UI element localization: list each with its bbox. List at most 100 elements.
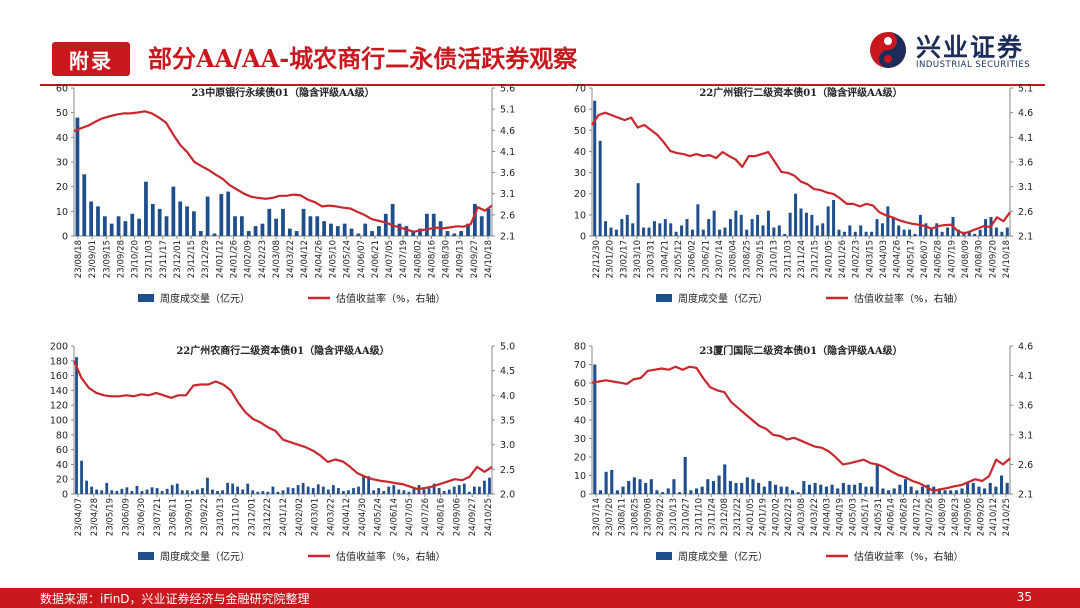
volume-bar xyxy=(804,212,808,236)
volume-bar xyxy=(898,484,902,494)
x-tick-label: 24/07/26 xyxy=(925,498,935,536)
x-tick-label: 23/12/29 xyxy=(201,240,211,278)
x-tick-label: 23/08/04 xyxy=(729,240,739,278)
right-tick-label: 4.6 xyxy=(1018,108,1033,119)
x-tick-label: 23/12/15 xyxy=(811,240,821,278)
x-tick-label: 23/12/08 xyxy=(720,498,730,536)
x-tick-label: 22/12/30 xyxy=(592,240,602,278)
volume-bar xyxy=(734,482,738,494)
volume-bar xyxy=(678,492,682,494)
volume-bar xyxy=(296,485,300,494)
x-tick-label: 24/10/25 xyxy=(484,498,494,536)
x-tick-label: 23/08/25 xyxy=(630,498,640,536)
data-source-note: 数据来源：iFinD，兴业证券经济与金融研究院整理 xyxy=(40,592,310,606)
volume-bar xyxy=(286,487,290,494)
volume-bar xyxy=(826,206,830,236)
left-tick-label: 30 xyxy=(574,168,586,179)
volume-bar xyxy=(221,490,224,494)
volume-bar xyxy=(819,484,823,494)
volume-bar xyxy=(994,486,998,494)
volume-bar xyxy=(661,492,665,494)
volume-bar xyxy=(256,491,260,494)
footer-bar: 数据来源：iFinD，兴业证券经济与金融研究院整理 35 xyxy=(0,588,1080,608)
volume-bar xyxy=(472,486,476,494)
volume-bar xyxy=(170,485,174,494)
legend-bar-swatch xyxy=(656,552,672,560)
x-tick-label: 23/09/01 xyxy=(184,498,194,536)
x-tick-label: 23/09/22 xyxy=(656,498,666,536)
volume-bar xyxy=(387,486,391,494)
x-tick-label: 24/02/23 xyxy=(784,498,794,536)
volume-bar xyxy=(796,492,800,494)
volume-bar xyxy=(864,486,868,494)
x-tick-label: 24/08/16 xyxy=(427,240,437,278)
left-tick-label: 10 xyxy=(56,207,68,218)
x-tick-label: 23/06/09 xyxy=(121,498,131,536)
volume-bar xyxy=(337,488,340,494)
volume-bar xyxy=(685,219,689,236)
right-tick-label: 5.1 xyxy=(1018,84,1033,95)
volume-bar xyxy=(80,460,83,494)
volume-bar xyxy=(478,486,481,494)
x-tick-label: 23/07/21 xyxy=(153,498,163,536)
volume-bar xyxy=(983,488,987,494)
volume-bar xyxy=(241,489,245,494)
volume-bar xyxy=(157,208,162,236)
volume-bar xyxy=(999,475,1004,494)
volume-bar xyxy=(462,483,466,494)
legend-bar-label: 周度成交量（亿元） xyxy=(160,550,250,563)
volume-bar xyxy=(881,488,885,494)
left-tick-label: 50 xyxy=(574,397,586,408)
x-tick-label: 24/07/12 xyxy=(912,498,922,536)
volume-bar xyxy=(897,225,901,236)
volume-bar xyxy=(669,223,673,236)
volume-bar xyxy=(123,221,128,236)
volume-bar xyxy=(211,489,214,494)
volume-bar xyxy=(357,486,360,494)
x-tick-label: 23/01/20 xyxy=(606,240,616,278)
x-tick-label: 23/12/01 xyxy=(247,498,257,536)
volume-bar xyxy=(768,481,772,494)
volume-bar xyxy=(813,482,817,494)
volume-bar xyxy=(442,491,446,494)
volume-bar xyxy=(390,203,395,236)
volume-bar xyxy=(437,488,441,494)
x-tick-label: 23/12/22 xyxy=(263,498,273,536)
x-tick-label: 24/01/26 xyxy=(838,240,848,278)
right-tick-label: 4.6 xyxy=(1018,342,1033,353)
right-tick-label: 2.6 xyxy=(500,210,515,221)
volume-bar xyxy=(363,223,368,236)
left-tick-label: 80 xyxy=(574,342,586,353)
left-tick-label: 180 xyxy=(50,356,68,367)
volume-bar xyxy=(185,490,189,494)
volume-bar xyxy=(680,225,684,236)
volume-bar xyxy=(372,490,376,494)
volume-bar xyxy=(301,482,305,494)
volume-bar xyxy=(718,229,722,236)
volume-bar xyxy=(638,479,642,494)
volume-bar xyxy=(75,357,78,494)
x-tick-label: 23/07/14 xyxy=(715,240,725,278)
volume-bar xyxy=(407,491,411,494)
x-tick-label: 23/10/20 xyxy=(131,240,141,278)
x-tick-label: 24/01/19 xyxy=(759,498,769,536)
x-tick-label: 24/03/01 xyxy=(311,498,321,536)
volume-bar xyxy=(347,490,350,494)
x-tick-label: 24/09/27 xyxy=(468,498,478,536)
volume-bar xyxy=(712,210,716,236)
volume-bar xyxy=(370,231,374,236)
x-tick-label: 24/08/09 xyxy=(938,498,948,536)
volume-bar xyxy=(988,482,992,494)
volume-bar xyxy=(109,223,114,236)
x-tick-label: 23/10/13 xyxy=(216,498,226,536)
volume-bar xyxy=(745,229,749,236)
volume-bar xyxy=(418,228,422,236)
volume-bar xyxy=(175,483,179,494)
left-tick-label: 10 xyxy=(574,210,586,221)
right-tick-label: 3.6 xyxy=(500,168,515,179)
volume-bar xyxy=(281,490,285,494)
x-tick-label: 24/04/26 xyxy=(893,240,903,278)
volume-bar xyxy=(848,225,852,236)
volume-bar xyxy=(85,480,88,494)
volume-bar xyxy=(316,484,320,494)
